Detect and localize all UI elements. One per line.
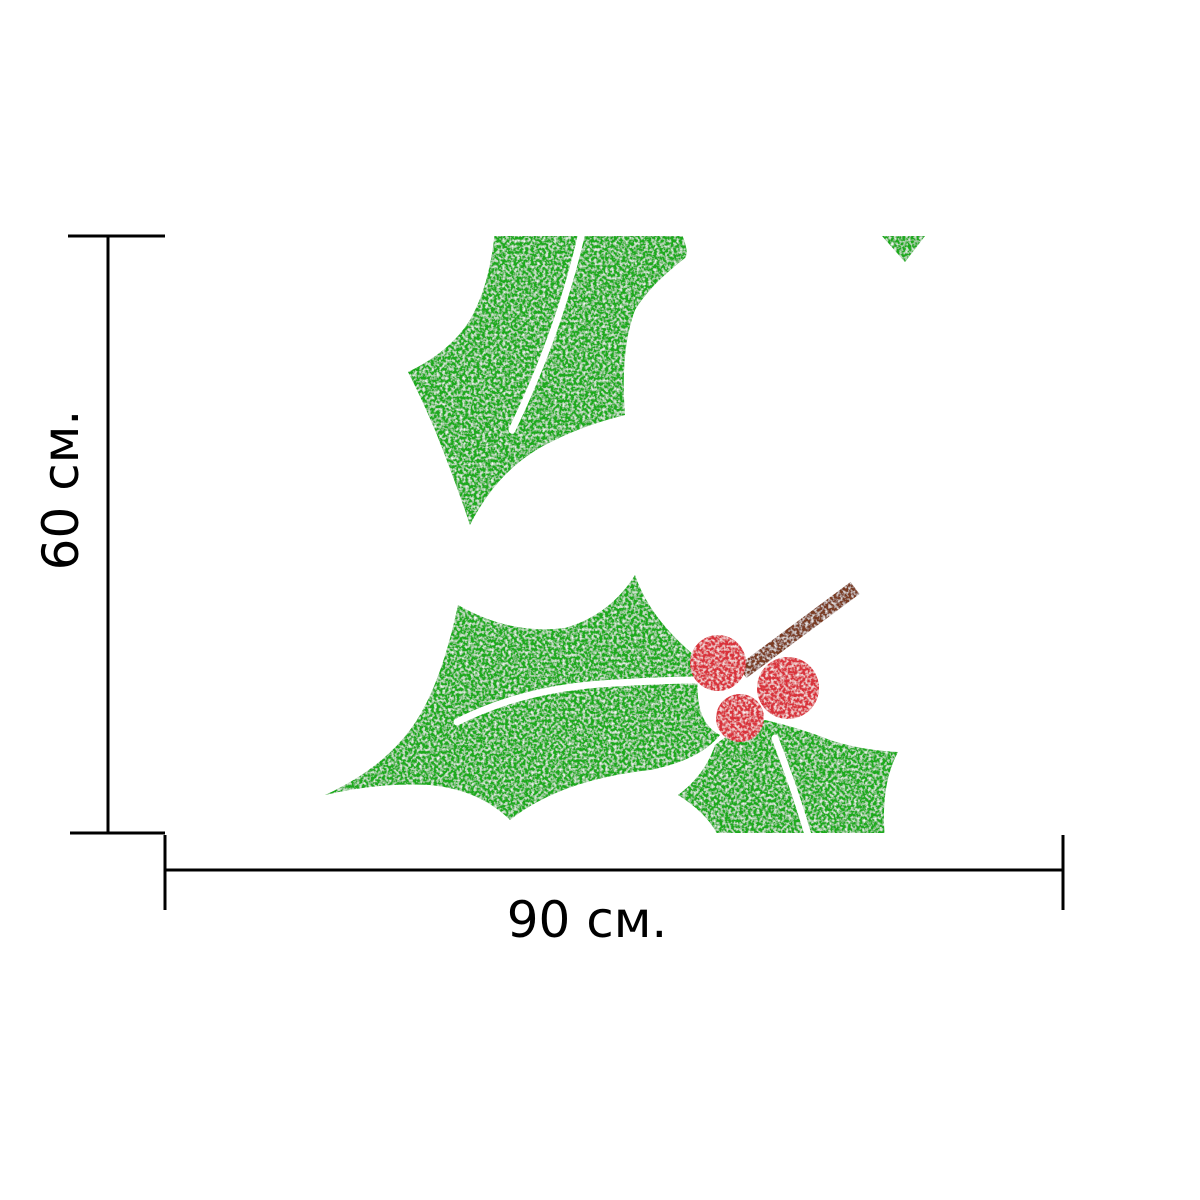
berry xyxy=(690,635,746,691)
berry xyxy=(757,657,819,719)
stem xyxy=(737,581,860,679)
leaf-vein xyxy=(453,676,704,726)
leaf xyxy=(882,236,925,262)
width-label: 90 см. xyxy=(507,891,668,949)
holly-pattern xyxy=(325,236,925,833)
leaf xyxy=(408,236,687,525)
leaf-vein xyxy=(508,236,585,434)
dimension-lines xyxy=(68,234,1065,910)
berry xyxy=(716,694,764,742)
leaf-vein xyxy=(771,734,812,833)
height-label: 60 см. xyxy=(32,410,90,571)
